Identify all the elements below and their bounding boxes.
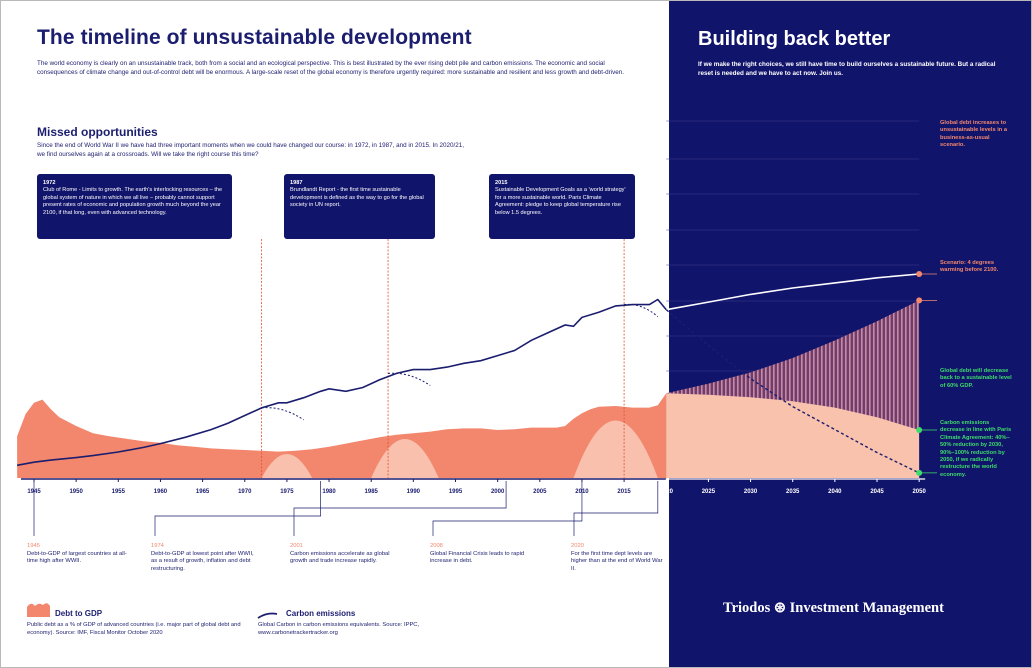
x-tick-label: 2050: [912, 489, 926, 495]
missed-opportunities-title: Missed opportunities: [37, 125, 158, 139]
debt-sustainable-area: [666, 393, 920, 478]
x-tick-label: 2025: [702, 489, 716, 495]
callout-text: Sustainable Development Goals as a 'worl…: [495, 187, 626, 216]
callout-text: Brundlandt Report - the first time susta…: [290, 187, 424, 209]
event-2001: 2001 Carbon emissions accelerate as glob…: [290, 543, 400, 566]
debt-highlight-2: [573, 420, 658, 478]
scenario-debt-sustainable: Global debt will decrease back to a sust…: [940, 368, 1012, 389]
debt-to-gdp-area: [17, 393, 667, 478]
carbon-emissions-line: [16, 298, 667, 467]
event-connector: [432, 481, 583, 536]
brand-logo: Triodos ⊛ Investment Management: [723, 600, 944, 616]
event-connector: [573, 481, 659, 536]
missed-opportunities-text: Since the end of World War II we have ha…: [37, 142, 465, 158]
event-year: 2020: [571, 543, 584, 549]
carbon-alt-path-0: [261, 407, 305, 421]
event-1974: 1974 Debt-to-GDP at lowest point after W…: [151, 543, 261, 573]
x-tick-label: 1975: [280, 489, 294, 495]
legend-carbon-icon: [257, 612, 278, 619]
scenario-carbon-paris: Carbon emissions decrease in line with P…: [940, 420, 1012, 478]
right-panel-title: Building back better: [698, 28, 891, 50]
legend-carbon-text: Global Carbon in carbon emissions equiva…: [258, 622, 420, 636]
carbon-alt-path-2: [624, 303, 659, 317]
event-text: Global Financial Crisis leads to rapid i…: [430, 550, 525, 565]
callout-text: Club of Rome - Limits to growth. The ear…: [43, 187, 223, 216]
scenario-debt-bau: Global debt increases to unsustainable l…: [940, 120, 1008, 149]
event-2008: 2008 Global Financial Crisis leads to ra…: [430, 543, 535, 566]
event-text: Carbon emissions accelerate as global gr…: [290, 550, 390, 565]
event-connector: [293, 481, 507, 536]
callout-year: 1972: [43, 180, 56, 186]
x-tick-label: 1985: [365, 489, 379, 495]
x-tick-label: 2040: [828, 489, 842, 495]
carbon-alt-path-1: [388, 372, 431, 386]
x-tick-label: 2035: [786, 489, 800, 495]
intro-text: The world economy is clearly on an unsus…: [37, 60, 624, 76]
x-tick-label: 2045: [870, 489, 884, 495]
callout-year: 1987: [290, 180, 303, 186]
legend-debt-text: Public debt as a % of GDP of advanced co…: [27, 622, 241, 636]
legend-debt-icon: [27, 603, 50, 617]
x-tick-label: 2005: [533, 489, 547, 495]
x-tick-label: 2015: [617, 489, 631, 495]
event-2020: 2020 For the first time dept levels are …: [571, 543, 663, 573]
event-connector: [154, 481, 321, 536]
event-year: 1945: [27, 543, 40, 549]
event-1945: 1945 Debt-to-GDP of largest countries at…: [27, 543, 127, 566]
x-tick-label: 2020: [660, 489, 674, 495]
event-year: 1974: [151, 543, 164, 549]
x-tick-label: 1970: [238, 489, 252, 495]
callout-year: 2015: [495, 180, 508, 186]
x-tick-label: 1950: [69, 489, 83, 495]
x-tick-label: 1965: [196, 489, 210, 495]
carbon-paris-line: [665, 309, 920, 474]
event-text: For the first time dept levels are highe…: [571, 550, 663, 572]
event-text: Debt-to-GDP at lowest point after WWII, …: [151, 550, 254, 572]
event-year: 2008: [430, 543, 443, 549]
callout-2015: 2015 Sustainable Development Goals as a …: [489, 174, 635, 239]
x-tick-label: 2030: [744, 489, 758, 495]
right-panel-intro: If we make the right choices, we still h…: [698, 61, 996, 77]
callout-1972: 1972 Club of Rome - Limits to growth. Th…: [37, 174, 232, 239]
x-tick-label: 2000: [491, 489, 505, 495]
scenario-4-degrees: Scenario: 4 degrees warming before 2100.: [940, 260, 999, 274]
event-text: Debt-to-GDP of largest countries at all-…: [27, 550, 127, 565]
page-title: The timeline of unsustainable developmen…: [37, 26, 472, 49]
x-tick-label: 1960: [154, 489, 168, 495]
x-tick-label: 1980: [322, 489, 336, 495]
legend-carbon-title: Carbon emissions: [286, 609, 356, 618]
debt-highlight-0: [261, 454, 313, 478]
x-tick-label: 1995: [449, 489, 463, 495]
x-tick-label: 1955: [112, 489, 126, 495]
callout-1987: 1987 Brundlandt Report - the first time …: [284, 174, 435, 239]
x-tick-label: 1990: [407, 489, 421, 495]
carbon-4-degrees-line: [666, 273, 920, 311]
event-year: 2001: [290, 543, 303, 549]
legend-debt-title: Debt to GDP: [55, 609, 103, 618]
